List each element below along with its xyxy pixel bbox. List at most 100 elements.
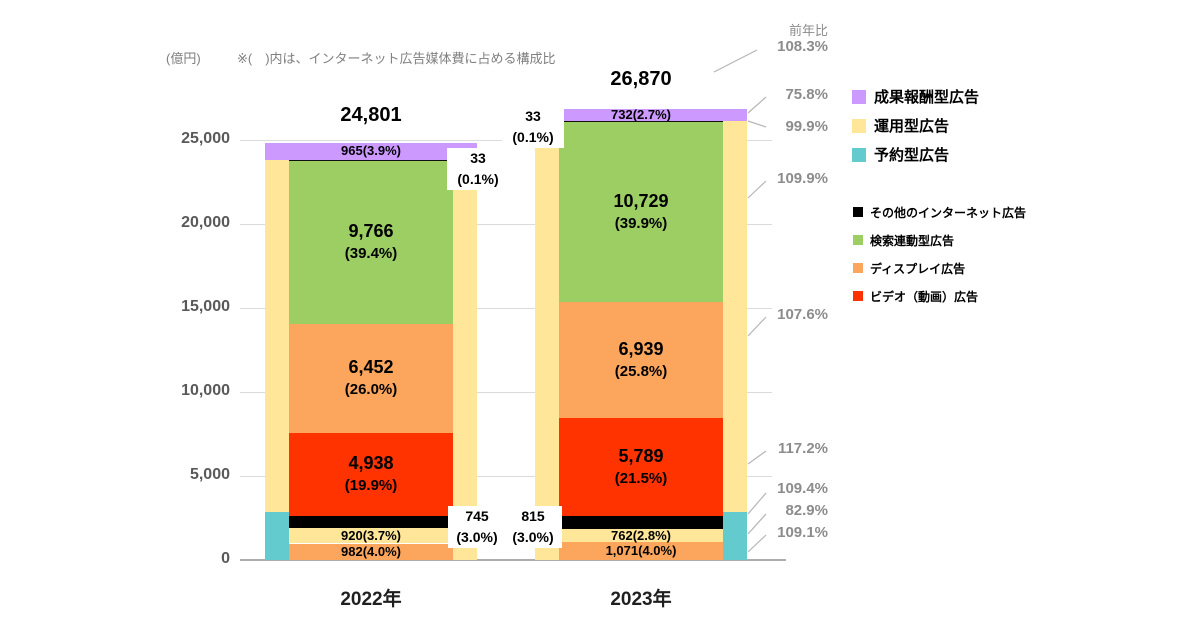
segment-callout-percent: (3.0%) [456,529,498,545]
segment-value: 5,789 [618,445,664,466]
legend-item: 予約型広告 [852,144,979,165]
bar-segment-yellow: 920(3.7%) [289,527,453,544]
segment-label: 732(2.7%) [611,106,671,122]
segment-value: 9,766 [348,221,394,242]
legend-item: 成果報酬型広告 [852,86,979,107]
yoy-column-title: 前年比 [788,23,828,38]
yoy-value: 99.9% [785,118,828,135]
bar-segment-red: 4,938 (19.9%) [289,432,453,516]
segment-label: 762(2.8%) [611,527,671,543]
legend-item: ディスプレイ広告 [853,260,1026,276]
bar-segment-orange: 1,071(4.0%) [559,542,723,560]
legend-label: 運用型広告 [874,118,950,135]
segment-callout-value: 745 [465,508,489,524]
segment-percent: (19.9%) [344,477,398,495]
yoy-value: 109.9% [777,170,828,187]
segment-callout: 745 (3.0%) [448,506,506,548]
bar-yellow-column [723,120,747,512]
y-axis-tick-label: 10,000 [181,382,230,399]
bar-cyan-strip [723,512,747,560]
segment-percent: (39.9%) [614,214,668,232]
legend-item: 運用型広告 [852,115,979,136]
bar-total-label: 26,870 [610,68,672,90]
legend-label: その他のインターネット広告 [870,205,1027,220]
bar-segment-yellow: 762(2.8%) [559,527,723,543]
segment-percent: (25.8%) [614,362,668,380]
y-axis-tick-label: 25,000 [181,130,230,147]
bar-yellow-column [265,159,289,512]
segment-value: 6,939 [618,338,664,359]
bar-segment-green: 10,729 (39.9%) [559,121,723,302]
x-axis-line [240,559,786,561]
bar-segment-black [289,515,453,529]
segment-label: 920(3.7%) [341,527,401,543]
segment-callout-percent: (3.0%) [512,529,554,545]
segment-callout-percent: (0.1%) [512,129,554,145]
bar-segment-black [559,515,723,530]
legend-swatch-orange-icon [853,263,863,273]
bar-segment-purple-cap: 732(2.7%) [535,106,747,122]
y-axis-tick-label: 15,000 [181,298,230,315]
bar-segment-sliver [559,120,723,123]
yoy-value: 108.3% [777,38,828,55]
segment-value: 6,452 [348,357,394,378]
legend-label: 検索連動型広告 [870,233,955,248]
legend-swatch-yellow-icon [852,118,866,133]
x-axis-category-label: 2022年 [340,589,402,610]
legend-label: ビデオ（動画）広告 [870,289,979,304]
segment-value: 10,729 [613,190,669,211]
legend-swatch-black-icon [853,207,863,217]
segment-percent: (26.0%) [344,381,398,399]
segment-callout-value: 33 [470,150,486,166]
segment-label: 965(3.9%) [341,143,401,159]
legend-swatch-green-icon [853,235,863,245]
x-axis-category-label: 2023年 [610,589,672,610]
legend-transaction-types: 成果報酬型広告 運用型広告 予約型広告 [852,86,979,173]
bar-yellow-column [535,120,559,560]
bar-segment-red: 5,789 (21.5%) [559,418,723,516]
bar-segment-sliver [289,159,453,161]
legend-ad-types: その他のインターネット広告 検索連動型広告 ディスプレイ広告 ビデオ（動画）広告 [853,204,1026,316]
y-axis-tick-label: 20,000 [181,214,230,231]
segment-callout-percent: (0.1%) [457,171,499,187]
legend-label: 予約型広告 [874,147,950,164]
segment-label: 982(4.0%) [341,543,401,559]
bar-segment-orange: 6,939 (25.8%) [559,301,723,419]
yoy-value: 109.4% [777,480,828,497]
segment-callout-value: 33 [525,108,541,124]
legend-swatch-red-icon [853,291,863,301]
legend-label: 成果報酬型広告 [874,89,980,106]
yoy-value: 117.2% [777,440,828,457]
legend-item: ビデオ（動画）広告 [853,288,1026,304]
bar-segment-purple-cap: 965(3.9%) [265,143,477,160]
gridline [240,224,772,225]
legend-item: 検索連動型広告 [853,232,1026,248]
y-axis-tick-label: 0 [221,550,230,567]
yoy-value: 75.8% [785,86,828,103]
legend-swatch-purple-icon [852,89,866,104]
unit-label: (億円) [166,51,201,66]
gridline [240,476,772,477]
legend-label: ディスプレイ広告 [870,261,966,276]
segment-value: 4,938 [348,453,394,474]
composition-note: ※( )内は、インターネット広告媒体費に占める構成比 [237,51,556,66]
legend-swatch-cyan-icon [852,147,866,162]
bar-segment-green: 9,766 (39.4%) [289,160,453,325]
bar-segment-orange: 6,452 (26.0%) [289,324,453,433]
yoy-value: 107.6% [777,306,828,323]
bar-cyan-strip [265,512,289,560]
segment-label: 1,071(4.0%) [605,542,677,558]
bar-segment-orange: 982(4.0%) [289,543,453,560]
segment-callout: 815 (3.0%) [504,506,562,548]
segment-callout: 33 (0.1%) [502,106,564,148]
segment-percent: (21.5%) [614,469,668,487]
gridline [240,392,772,393]
segment-callout-value: 815 [521,508,545,524]
bar-yellow-column [453,159,477,560]
segment-percent: (39.4%) [344,245,398,263]
y-axis-tick-label: 5,000 [189,466,230,483]
bar-total-label: 24,801 [340,104,402,126]
yoy-value: 82.9% [785,502,828,519]
